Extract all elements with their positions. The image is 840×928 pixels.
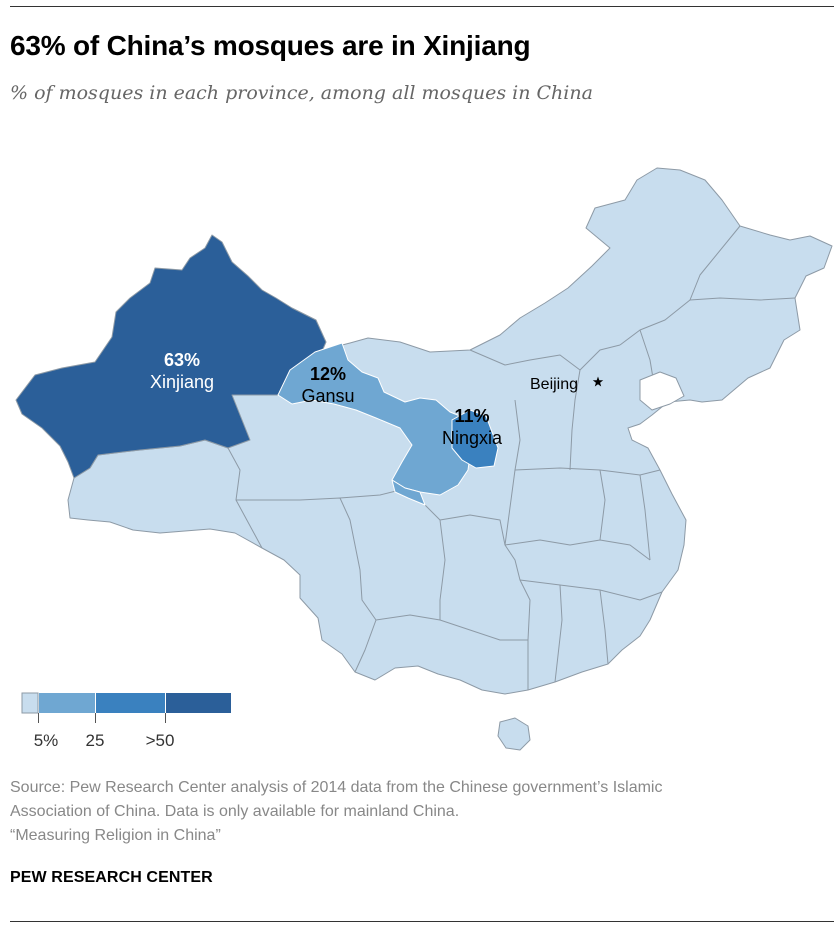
legend-tick-label: 25 — [86, 731, 105, 750]
star-icon — [592, 376, 604, 387]
bohai-sea — [639, 371, 685, 411]
chart-title: 63% of China’s mosques are in Xinjiang — [10, 30, 531, 61]
map-region-gansu — [277, 342, 473, 496]
bottom-rule — [10, 921, 834, 922]
legend-tick-label: 5% — [34, 731, 59, 750]
beijing-label: Beijing — [530, 376, 578, 393]
ningxia-pct-label: 11% — [454, 406, 489, 426]
map-region-hainan — [497, 717, 531, 751]
legend-swatch-under-5 — [21, 692, 39, 714]
xinjiang-pct-label: 63% — [164, 350, 200, 370]
legend: 5% 25 >50 — [21, 692, 231, 750]
map-region-ningxia — [451, 409, 499, 469]
xinjiang-name-label: Xinjiang — [150, 372, 214, 392]
china-map: 63% Xinjiang 12% Gansu 11% Ningxia Beiji… — [15, 167, 833, 751]
legend-swatch-over-50 — [166, 693, 231, 713]
chart-subtitle: % of mosques in each province, among all… — [10, 82, 593, 104]
source-line: Source: Pew Research Center analysis of … — [10, 779, 663, 796]
brand-name: PEW RESEARCH CENTER — [10, 869, 213, 886]
map-region-xinjiang — [15, 234, 327, 479]
source-report-title: “Measuring Religion in China” — [10, 827, 221, 844]
legend-tick-label: >50 — [146, 731, 175, 750]
gansu-pct-label: 12% — [310, 364, 346, 384]
source-line: Association of China. Data is only avail… — [10, 803, 460, 820]
top-rule — [10, 6, 834, 7]
source-note: Source: Pew Research Center analysis of … — [10, 776, 830, 848]
ningxia-name-label: Ningxia — [442, 428, 503, 448]
gansu-name-label: Gansu — [301, 386, 354, 406]
map-region-gansu-south — [391, 479, 426, 506]
province-borders — [227, 225, 796, 690]
legend-swatch-25-50 — [96, 693, 165, 713]
legend-swatch-5-25 — [39, 693, 95, 713]
